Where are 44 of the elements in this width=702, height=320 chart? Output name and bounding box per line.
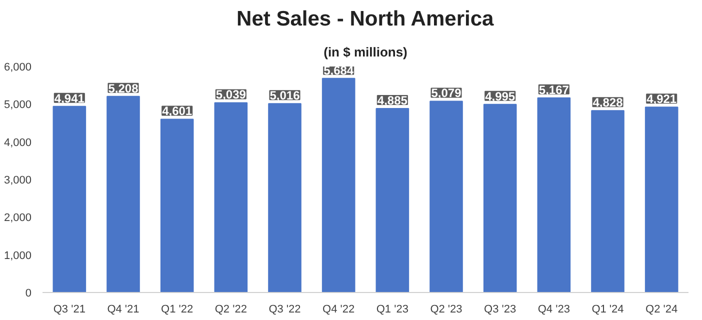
y-tick-label: 0 — [25, 288, 32, 300]
data-label: 5,039 — [216, 88, 246, 102]
x-tick-label: Q3 '23 — [484, 304, 516, 316]
x-tick-label: Q2 '23 — [430, 304, 462, 316]
x-tick-label: Q1 '23 — [376, 304, 408, 316]
y-tick-label: 2,000 — [4, 212, 32, 224]
bar — [160, 118, 194, 292]
chart-subtitle: (in $ millions) — [324, 44, 408, 60]
y-tick-label: 6,000 — [4, 62, 32, 74]
x-tick-label: Q1 '24 — [592, 304, 624, 316]
y-tick-label: 4,000 — [4, 136, 32, 149]
bar — [483, 104, 517, 292]
x-tick-label: Q3 '22 — [268, 304, 301, 316]
data-label: 5,167 — [538, 82, 570, 97]
x-tick-label: Q4 '21 — [107, 304, 140, 316]
y-tick-label: 1,000 — [4, 250, 32, 262]
bar — [106, 96, 140, 292]
bar — [376, 108, 410, 292]
data-label: 5,208 — [108, 81, 139, 96]
bar — [322, 78, 356, 292]
bar — [537, 97, 571, 292]
chart-title: Net Sales - North America — [236, 8, 494, 30]
y-tick-label: 3,000 — [4, 174, 32, 186]
x-tick-label: Q4 '22 — [322, 304, 355, 316]
data-label: 4,885 — [377, 94, 408, 108]
bar — [52, 106, 86, 292]
bar — [214, 102, 248, 292]
x-tick-label: Q2 '22 — [214, 304, 247, 316]
x-tick-label: Q1 '22 — [161, 304, 194, 316]
data-label: 5,079 — [431, 86, 462, 100]
bar — [591, 110, 624, 292]
data-label: 4,601 — [162, 104, 192, 118]
data-label: 4,995 — [485, 89, 516, 104]
bar — [644, 106, 678, 292]
bar — [268, 103, 302, 292]
x-tick-label: Q3 '21 — [53, 304, 86, 316]
data-label: 4,828 — [592, 96, 624, 110]
data-label: 4,941 — [54, 91, 85, 106]
data-label: 5,016 — [270, 88, 300, 103]
y-tick-label: 5,000 — [4, 99, 32, 112]
bar — [430, 100, 463, 292]
x-tick-label: Q4 '23 — [538, 304, 570, 316]
x-tick-label: Q2 '24 — [646, 304, 678, 316]
data-label: 4,921 — [646, 92, 677, 106]
